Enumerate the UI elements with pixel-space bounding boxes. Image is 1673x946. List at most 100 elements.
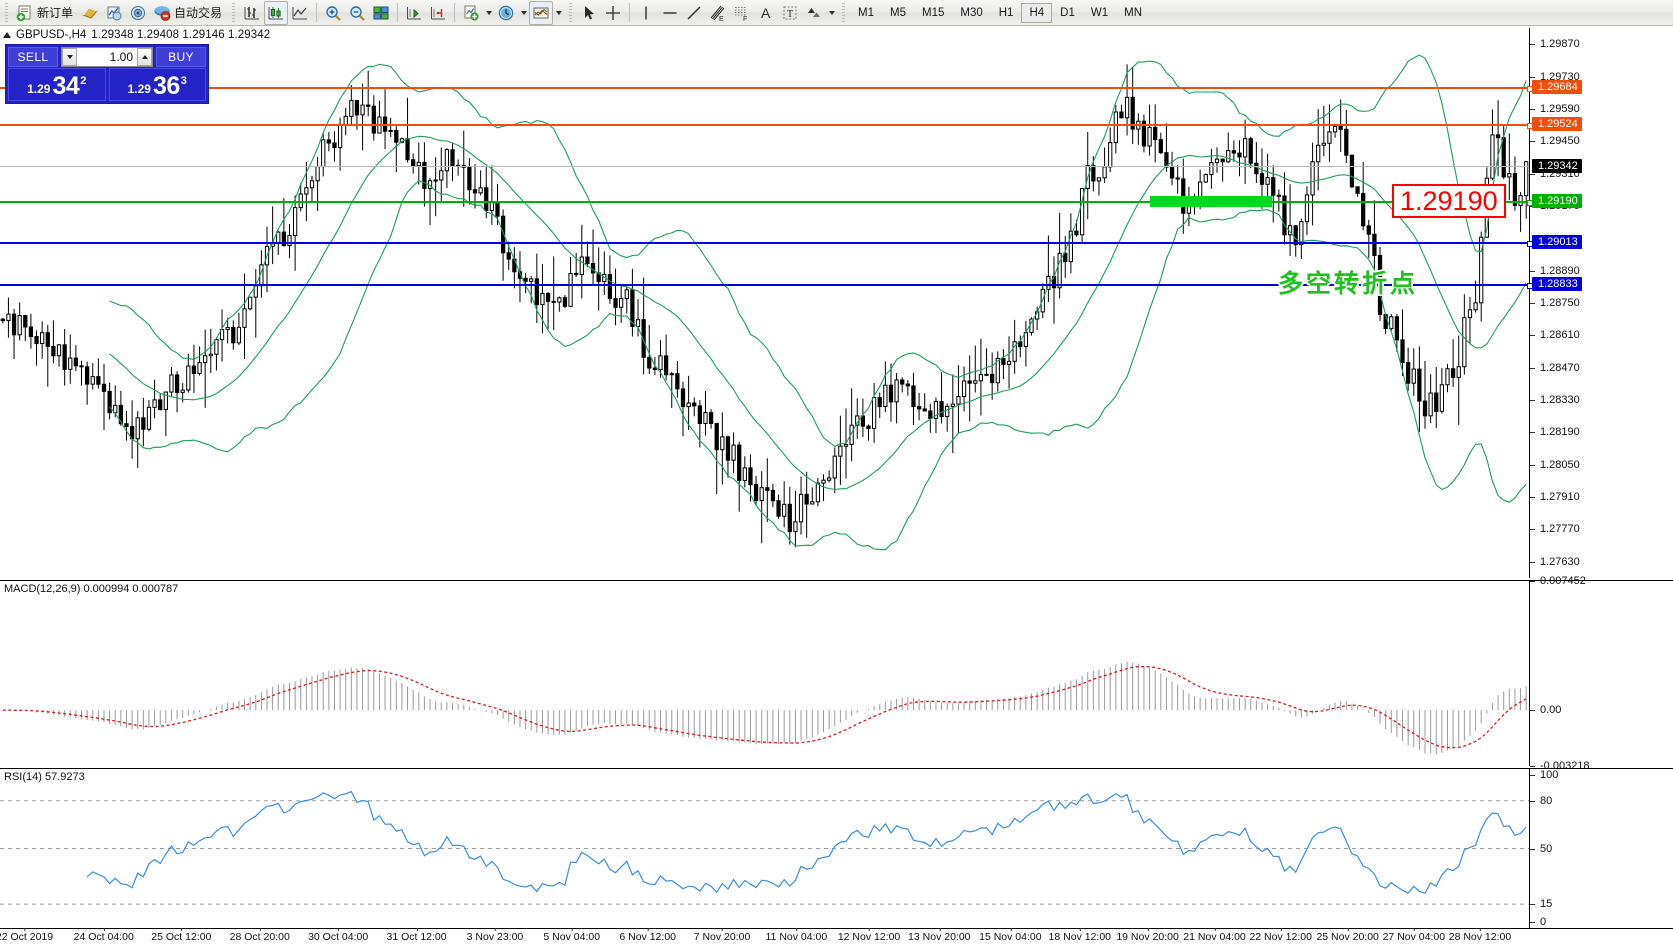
price-label-support[interactable]: 1.29013 xyxy=(1532,235,1582,250)
macd-scale[interactable]: 0.007452 0.00 -0.003218 xyxy=(1529,575,1673,772)
timeframe-m15[interactable]: M15 xyxy=(922,6,945,19)
rsi-scale[interactable]: 100 80 50 15 0 xyxy=(1529,769,1673,928)
toolbar-grip[interactable] xyxy=(3,2,10,23)
last-price-line xyxy=(0,166,1529,168)
price-line-handle[interactable] xyxy=(1527,86,1533,93)
price-line-support[interactable] xyxy=(0,241,1533,248)
price-tick: 1.28050 xyxy=(1530,459,1580,471)
auto-scroll-icon[interactable] xyxy=(426,1,450,25)
volume-decrease-button[interactable] xyxy=(62,48,77,66)
timeframe-group: M1 M5 M15 M30 H1 H4 D1 W1 MN xyxy=(850,2,1150,23)
svg-text:F: F xyxy=(743,16,747,22)
data-window-button[interactable] xyxy=(126,1,150,25)
pivot-zone-marker[interactable] xyxy=(1150,196,1272,208)
vertical-line-icon[interactable] xyxy=(634,1,658,25)
timeframe-h4[interactable]: H4 xyxy=(1021,2,1053,23)
indicators-dropdown-caret[interactable] xyxy=(483,10,494,15)
zoom-out-icon[interactable] xyxy=(345,1,369,25)
sell-price-cell[interactable]: 1.29 34 2 xyxy=(8,68,106,101)
bar-chart-icon[interactable] xyxy=(240,1,264,25)
time-axis[interactable]: 22 Oct 2019 24 Oct 04:00 25 Oct 12:00 28 Oc… xyxy=(0,928,1673,946)
shapes-dropdown-caret[interactable] xyxy=(826,10,837,15)
toolbar-grip-4[interactable] xyxy=(840,2,848,23)
price-tick: 1.28470 xyxy=(1530,362,1580,374)
price-line-handle[interactable] xyxy=(1527,200,1533,207)
volume-input[interactable]: 1.00 xyxy=(61,47,153,67)
shapes-icon[interactable] xyxy=(802,1,826,25)
time-tick: 6 Nov 12:00 xyxy=(619,928,676,943)
toolbar-separator-1 xyxy=(316,3,318,22)
timeframe-h1[interactable]: H1 xyxy=(998,6,1014,19)
price-tick: 1.28190 xyxy=(1530,426,1580,438)
price-tick: 1.29870 xyxy=(1530,38,1580,50)
new-order-label: 新订单 xyxy=(37,6,74,20)
timeframe-w1[interactable]: W1 xyxy=(1090,6,1109,19)
time-tick: 25 Nov 20:00 xyxy=(1316,928,1379,943)
price-scale[interactable]: 1.298701.297301.295901.294501.293101.291… xyxy=(1529,28,1673,578)
buy-price-sup: 3 xyxy=(180,75,187,87)
macd-plot-area[interactable] xyxy=(0,581,1529,766)
price-line-handle[interactable] xyxy=(1527,282,1533,289)
price-line-resistance[interactable] xyxy=(0,86,1533,93)
crosshair-icon[interactable] xyxy=(601,1,625,25)
price-line-handle[interactable] xyxy=(1527,123,1533,130)
macd-signal-line xyxy=(2,665,1527,749)
templates-icon[interactable] xyxy=(529,0,554,25)
fibonacci-icon[interactable]: F xyxy=(730,1,754,25)
rsi-plot-area[interactable] xyxy=(0,769,1529,928)
text-label-icon[interactable]: T xyxy=(778,1,802,25)
timeframe-d1[interactable]: D1 xyxy=(1060,6,1075,19)
templates-dropdown-caret[interactable] xyxy=(553,10,564,15)
price-label-resistance[interactable]: 1.29524 xyxy=(1532,117,1582,132)
candlestick-chart-icon[interactable] xyxy=(264,0,289,25)
buy-price-big: 36 xyxy=(152,72,180,100)
indicators-icon[interactable] xyxy=(459,1,483,25)
toolbar-grip-3[interactable] xyxy=(567,2,575,23)
autotrading-button[interactable]: 自动交易 xyxy=(150,1,227,25)
period-dropdown-caret[interactable] xyxy=(518,10,529,15)
expert-advisors-button[interactable] xyxy=(78,1,102,25)
timeframe-m30[interactable]: M30 xyxy=(960,6,983,19)
volume-increase-button[interactable] xyxy=(137,48,152,66)
horizontal-line-icon[interactable] xyxy=(658,1,682,25)
price-tick: 1.27770 xyxy=(1530,523,1580,535)
buy-button[interactable]: BUY xyxy=(156,47,206,67)
timeframe-m1[interactable]: M1 xyxy=(858,6,875,19)
price-label-last-price[interactable]: 1.29342 xyxy=(1532,159,1582,174)
price-label-resistance[interactable]: 1.29684 xyxy=(1532,80,1582,95)
line-chart-icon[interactable] xyxy=(288,1,312,25)
price-line-handle[interactable] xyxy=(1527,241,1533,248)
chart-text-annotation[interactable]: 多空转折点 xyxy=(1278,269,1419,298)
price-tick: 1.29590 xyxy=(1530,103,1580,115)
price-line-pivot[interactable] xyxy=(0,200,1533,207)
buy-price-cell[interactable]: 1.29 36 3 xyxy=(108,68,206,101)
toolbar-grip-2[interactable] xyxy=(230,2,238,23)
price-line-support[interactable] xyxy=(0,282,1533,289)
toolbar-separator-2 xyxy=(397,3,399,22)
tile-windows-icon[interactable] xyxy=(369,1,393,25)
sell-button[interactable]: SELL xyxy=(8,47,58,67)
zoom-in-icon[interactable] xyxy=(321,1,345,25)
volume-value: 1.00 xyxy=(109,50,133,64)
rsi-label: RSI(14) 57.9273 xyxy=(4,771,85,783)
price-label-support[interactable]: 1.28833 xyxy=(1532,276,1582,291)
macd-series xyxy=(2,661,1527,755)
chart-restore-icon[interactable] xyxy=(3,32,11,38)
time-tick: 22 Oct 2019 xyxy=(0,928,53,943)
new-order-button[interactable]: 新订单 xyxy=(13,1,78,25)
pivot-connector-line xyxy=(1272,201,1392,204)
pivot-price-flag[interactable]: 1.29190 xyxy=(1392,184,1506,219)
chart-shift-icon[interactable] xyxy=(402,1,426,25)
bollinger-lower xyxy=(109,179,1527,551)
cursor-icon[interactable] xyxy=(577,1,601,25)
price-line-resistance[interactable] xyxy=(0,123,1533,130)
timeframe-mn[interactable]: MN xyxy=(1124,6,1142,19)
timeframe-m5[interactable]: M5 xyxy=(890,6,906,19)
price-label-pivot[interactable]: 1.29190 xyxy=(1532,194,1582,209)
market-watch-button[interactable] xyxy=(102,1,126,25)
text-icon[interactable]: A xyxy=(754,1,778,25)
price-plot-area[interactable] xyxy=(0,28,1529,578)
period-icon[interactable] xyxy=(494,1,518,25)
trendline-icon[interactable] xyxy=(682,1,706,25)
equidistant-channel-icon[interactable]: E xyxy=(706,1,730,25)
